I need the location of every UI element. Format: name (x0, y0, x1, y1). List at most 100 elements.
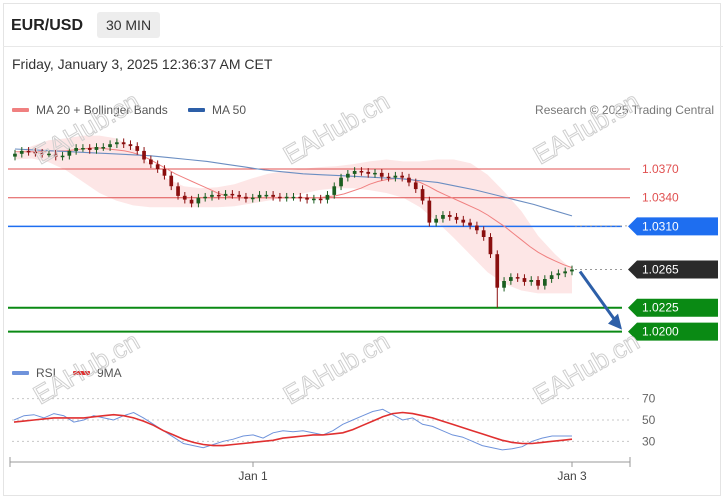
rsi-tick-70: 70 (642, 392, 656, 406)
candle-body (522, 278, 527, 282)
candle-body (475, 225, 479, 231)
rsi-tick-30: 30 (642, 434, 656, 448)
candle-body (250, 197, 255, 200)
candle-body (291, 196, 296, 199)
candle-body (434, 218, 438, 223)
candle-body (325, 194, 330, 200)
candle-body (94, 147, 99, 150)
legend-ma50: MA 50 (188, 103, 246, 117)
bollinger-band (15, 135, 572, 294)
ma50-swatch (188, 108, 205, 112)
timeframe-badge[interactable]: 30 MIN (97, 12, 160, 38)
candle-body (393, 175, 398, 178)
candle-body (278, 196, 282, 199)
projection-arrow-head (608, 313, 622, 330)
candle-body (176, 186, 180, 196)
candle-body (237, 194, 241, 197)
legend-9ma: 9MA (73, 366, 122, 380)
watermark-text: EAHub.cn (528, 326, 644, 411)
candle-body (407, 177, 411, 183)
candle-body (81, 148, 85, 150)
candle-body (529, 280, 534, 282)
legend-ma20: MA 20 + Bollinger Bands (12, 103, 168, 117)
level-label-1.0340: 1.0340 (642, 191, 679, 205)
legend-rsi: RSI (12, 366, 56, 380)
watermark-text: EAHub.cn (528, 86, 644, 171)
candle-body (47, 153, 51, 156)
level-label-1.0200: 1.0200 (642, 325, 679, 339)
candle-body (216, 194, 221, 197)
watermark-text: EAHub.cn (278, 326, 394, 411)
candle-body (536, 280, 540, 286)
rsi-tick-50: 50 (642, 413, 656, 427)
legend-9ma-label: 9MA (97, 366, 122, 380)
candle-body (284, 196, 289, 199)
level-label-1.0265: 1.0265 (642, 262, 679, 276)
candle-body (244, 196, 248, 199)
candle-body (13, 153, 17, 157)
candle-body (373, 172, 377, 175)
candle-body (128, 144, 133, 147)
candle-body (169, 175, 174, 187)
rsi-ma-line (13, 411, 573, 447)
candle-body (420, 189, 425, 201)
candle-body (60, 155, 65, 158)
candle-body (40, 152, 44, 155)
candle-body (318, 198, 323, 201)
candle-body (203, 196, 207, 199)
ma20-swatch (12, 108, 29, 112)
candle-body (155, 164, 160, 170)
level-label-1.0370: 1.0370 (642, 162, 679, 176)
level-label-1.0310: 1.0310 (642, 219, 679, 233)
candle-body (441, 215, 445, 219)
candle-body (556, 273, 561, 276)
candle-body (495, 254, 500, 288)
candle-body (352, 171, 357, 174)
candle-body (33, 151, 38, 154)
candle-body (312, 198, 316, 201)
candle-body (386, 176, 391, 179)
legend-rsi-label: RSI (36, 366, 57, 380)
chart-frame (3, 3, 721, 496)
candle-body (162, 169, 167, 176)
candle-body (488, 237, 493, 255)
candle-body (67, 150, 72, 156)
candle-body (182, 195, 187, 200)
level-label-1.0225: 1.0225 (642, 301, 679, 315)
candle-body (549, 275, 554, 279)
candle-body (230, 193, 235, 196)
research-credit: Research © 2025 Trading Central (535, 103, 714, 117)
candle-body (271, 194, 275, 197)
candle-body (339, 177, 343, 187)
candle-body (53, 153, 58, 157)
rsi-swatch (12, 371, 29, 375)
candle-body (74, 148, 78, 151)
rsi-line (13, 408, 572, 451)
projection-arrow-shaft (578, 270, 618, 323)
legend-ma50-label: MA 50 (212, 103, 247, 117)
candle-body (332, 186, 337, 195)
candle-body (515, 277, 520, 279)
level-tag-1.0265 (628, 260, 718, 279)
candle-body (502, 281, 506, 288)
candle-body (413, 182, 418, 190)
candle-body (454, 216, 459, 220)
candle-body (563, 271, 567, 274)
candle-body (87, 148, 92, 150)
timestamp: Friday, January 3, 2025 12:36:37 AM CET (12, 56, 273, 72)
candle-body (101, 147, 106, 149)
symbol-title: EUR/USD (11, 17, 84, 34)
candle-body (142, 150, 146, 160)
candle-body (447, 215, 452, 217)
level-tag-1.0310 (628, 217, 718, 236)
candle-body (366, 171, 371, 174)
candle-body (108, 144, 112, 148)
candle-body (223, 193, 228, 196)
candle-body (379, 172, 384, 177)
candle-body (461, 219, 466, 223)
candle-body (298, 196, 303, 199)
candle-body (121, 142, 126, 145)
legend-ma20-label: MA 20 + Bollinger Bands (36, 103, 168, 117)
ma50-line (14, 148, 573, 217)
